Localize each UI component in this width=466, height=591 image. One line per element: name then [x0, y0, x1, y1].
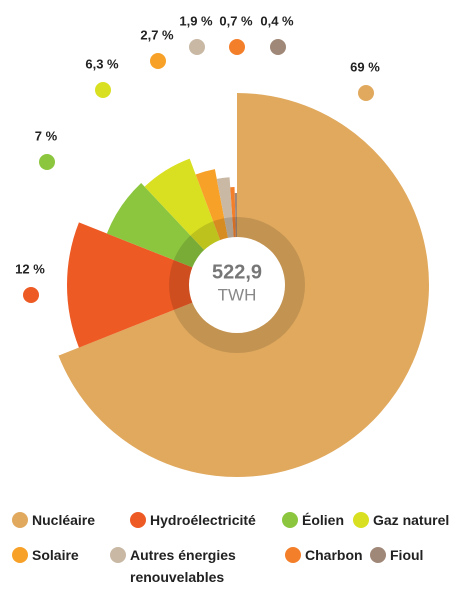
legend-label: Nucléaire — [32, 512, 96, 528]
wedge — [66, 222, 237, 348]
value-label: 69 % — [350, 59, 380, 74]
label-dot — [270, 39, 286, 55]
chart: 522,9 TWH 69 % 12 % 7 % 6,3 % 2,7 % 1,9 % 0,7 … — [15, 13, 429, 477]
label-dot — [358, 85, 374, 101]
legend-marker — [353, 512, 369, 528]
value-label: 6,3 % — [85, 56, 119, 71]
legend-label: Gaz naturel — [373, 512, 450, 528]
center-label: 522,9 — [212, 261, 262, 283]
label-dot — [95, 82, 111, 98]
legend-label: Charbon — [305, 547, 363, 563]
legend-label: Éolien — [302, 512, 345, 528]
legend-marker — [110, 547, 126, 563]
value-label: 7 % — [35, 128, 58, 143]
legend-label: Solaire — [32, 547, 79, 563]
legend-label: Hydroélectricité — [150, 512, 256, 528]
legend-label: Autres énergies renouvelables — [130, 547, 236, 585]
label-dot — [23, 287, 39, 303]
legend-marker — [285, 547, 301, 563]
legend-marker — [130, 512, 146, 528]
legend-marker — [12, 547, 28, 563]
label-dot — [39, 154, 55, 170]
value-label: 0,4 % — [260, 13, 294, 28]
value-label: 0,7 % — [219, 13, 253, 28]
label-dot — [229, 39, 245, 55]
center-unit: TWH — [218, 285, 257, 304]
label-dot — [150, 53, 166, 69]
legend-marker — [370, 547, 386, 563]
value-label: 1,9 % — [179, 13, 213, 28]
value-label: 12 % — [15, 261, 45, 276]
center-hole — [189, 237, 285, 333]
legend-label: Fioul — [390, 547, 424, 563]
legend-marker — [12, 512, 28, 528]
label-dot — [189, 39, 205, 55]
legend-marker — [282, 512, 298, 528]
value-label: 2,7 % — [140, 27, 174, 42]
